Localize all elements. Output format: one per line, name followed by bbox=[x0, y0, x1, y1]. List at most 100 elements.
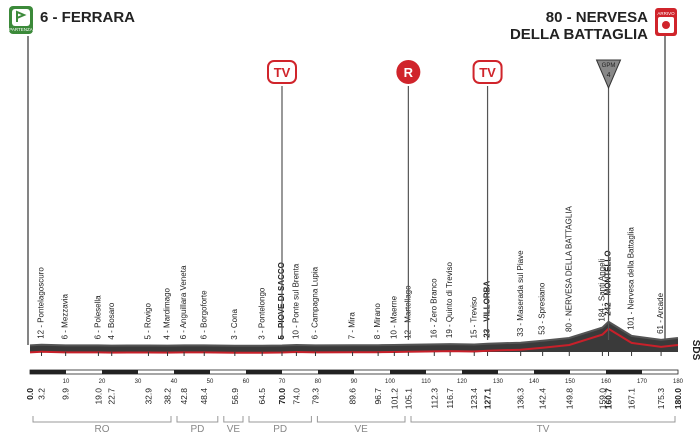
gpm-triangle bbox=[595, 59, 622, 90]
region-label: TV bbox=[537, 424, 550, 435]
scale-tick-label: 60 bbox=[243, 379, 250, 385]
waypoint-label: 15 - Treviso bbox=[469, 296, 478, 338]
km-label: 116.7 bbox=[445, 388, 455, 409]
scale-segment bbox=[534, 370, 570, 374]
start-badge-text: PARTENZA bbox=[9, 27, 33, 32]
scale-segment bbox=[606, 370, 642, 374]
waypoint-label: 12 - Pontelagoscuro bbox=[37, 267, 46, 339]
scale-tick-label: 150 bbox=[565, 379, 576, 385]
scale-tick-label: 170 bbox=[637, 379, 648, 385]
waypoint-label: 3 - Cona bbox=[230, 308, 239, 339]
km-label: 56.9 bbox=[230, 388, 240, 405]
waypoint-label: 53 - Spresiano bbox=[538, 282, 547, 335]
waypoint-label: 61 - Arcade bbox=[656, 292, 665, 333]
waypoint-label: 10 - Ponte sul Brenta bbox=[292, 263, 301, 339]
profile-band bbox=[30, 321, 678, 352]
gpm-label: GPM bbox=[602, 63, 616, 69]
scale-tick-label: 100 bbox=[385, 379, 396, 385]
scale-segment bbox=[246, 370, 282, 374]
finish-badge-text: ARRIVO bbox=[657, 11, 675, 16]
km-label: 142.4 bbox=[538, 388, 548, 410]
waypoint-label: 8 - Mirano bbox=[373, 303, 382, 340]
marker-label: TV bbox=[479, 65, 496, 80]
km-label: 123.4 bbox=[469, 388, 479, 410]
scale-segment bbox=[30, 370, 66, 374]
region-label: PD bbox=[273, 424, 287, 435]
km-label: 74.0 bbox=[291, 388, 301, 405]
km-label: 127.1 bbox=[483, 388, 493, 410]
scale-segment bbox=[318, 370, 354, 374]
region-label: PD bbox=[190, 424, 204, 435]
waypoint-label: 4 - Mardimago bbox=[163, 287, 172, 339]
km-label: 79.3 bbox=[310, 388, 320, 405]
scale-tick-label: 80 bbox=[315, 379, 322, 385]
profile-band-top bbox=[29, 320, 679, 347]
km-label: 3.2 bbox=[37, 388, 47, 400]
waypoint-label: 10 - Maerne bbox=[389, 295, 398, 339]
km-label: 22.7 bbox=[107, 388, 117, 405]
waypoint-label: 184 - Santi Angeli bbox=[598, 259, 607, 322]
km-label: 175.3 bbox=[656, 388, 666, 410]
km-label: 0.0 bbox=[25, 388, 35, 400]
km-label: 64.5 bbox=[257, 388, 267, 405]
km-label: 32.9 bbox=[143, 388, 153, 405]
scale-tick-label: 10 bbox=[63, 379, 70, 385]
region-bracket bbox=[223, 416, 244, 423]
scale-tick-label: 160 bbox=[601, 379, 612, 385]
scale-tick-label: 30 bbox=[135, 379, 142, 385]
scale-tick-label: 110 bbox=[421, 379, 431, 385]
region-bracket bbox=[32, 416, 172, 423]
region-label: RO bbox=[95, 424, 110, 435]
scale-tick-label: 40 bbox=[171, 379, 178, 385]
marker-label: TV bbox=[274, 65, 291, 80]
waypoint-label: 16 - Zero Branco bbox=[429, 278, 438, 339]
km-label: 42.8 bbox=[179, 388, 189, 405]
region-bracket bbox=[316, 416, 406, 423]
km-label: 136.3 bbox=[516, 388, 526, 410]
waypoint-label: 3 - Pontelongo bbox=[257, 287, 266, 340]
profile-red bbox=[29, 327, 679, 354]
km-label: 96.7 bbox=[373, 388, 383, 405]
scale-segment bbox=[390, 370, 426, 374]
scale-tick-label: 90 bbox=[351, 379, 358, 385]
scale-tick-label: 140 bbox=[529, 379, 540, 385]
scale-tick-label: 70 bbox=[279, 379, 286, 385]
finish-badge: ARRIVO bbox=[655, 8, 677, 36]
waypoint-label: 4 - Bosaro bbox=[107, 302, 116, 339]
region-bracket bbox=[248, 416, 312, 423]
marker-icon bbox=[267, 60, 297, 84]
scale-tick-label: 50 bbox=[207, 379, 214, 385]
region-label: VE bbox=[355, 424, 369, 435]
start-badge: PARTENZA bbox=[9, 6, 33, 34]
km-label: 101.2 bbox=[389, 388, 399, 410]
scale-tick-label: 180 bbox=[673, 379, 684, 385]
waypoint-label: 6 - Anguillara Veneta bbox=[179, 265, 188, 339]
waypoint-label: 6 - Campagna Lupia bbox=[311, 266, 320, 339]
waypoint-label: 5 - Rovigo bbox=[144, 302, 153, 339]
waypoint-label: 101 - Nervesa della Battaglia bbox=[627, 227, 636, 330]
km-label: 105.1 bbox=[403, 388, 413, 410]
km-label: 70.0 bbox=[277, 388, 287, 405]
km-label: 149.8 bbox=[564, 388, 574, 410]
brand: SDS bbox=[690, 340, 700, 361]
scale-tick-label: 20 bbox=[99, 379, 106, 385]
km-label: 160.7 bbox=[604, 388, 614, 410]
km-label: 167.1 bbox=[627, 388, 637, 410]
region-bracket bbox=[410, 416, 676, 423]
waypoint-label: 7 - Mira bbox=[348, 312, 357, 340]
waypoint-label: 6 - Mezzavia bbox=[61, 294, 70, 340]
scale-segment bbox=[174, 370, 210, 374]
waypoint-label: 6 - Borgoforte bbox=[199, 290, 208, 339]
scale-segment bbox=[462, 370, 498, 374]
km-label: 19.0 bbox=[93, 388, 103, 405]
scale-tick-label: 120 bbox=[457, 379, 468, 385]
start-title: 6 - FERRARA bbox=[40, 9, 135, 26]
region-bracket bbox=[176, 416, 219, 423]
waypoint-label: 19 - Quinto di Treviso bbox=[445, 262, 454, 339]
marker-icon bbox=[472, 60, 503, 84]
km-label: 48.4 bbox=[199, 388, 209, 405]
marker-label: R bbox=[404, 65, 414, 80]
region-label: VE bbox=[227, 424, 241, 435]
km-label: 159.0 bbox=[597, 388, 607, 410]
